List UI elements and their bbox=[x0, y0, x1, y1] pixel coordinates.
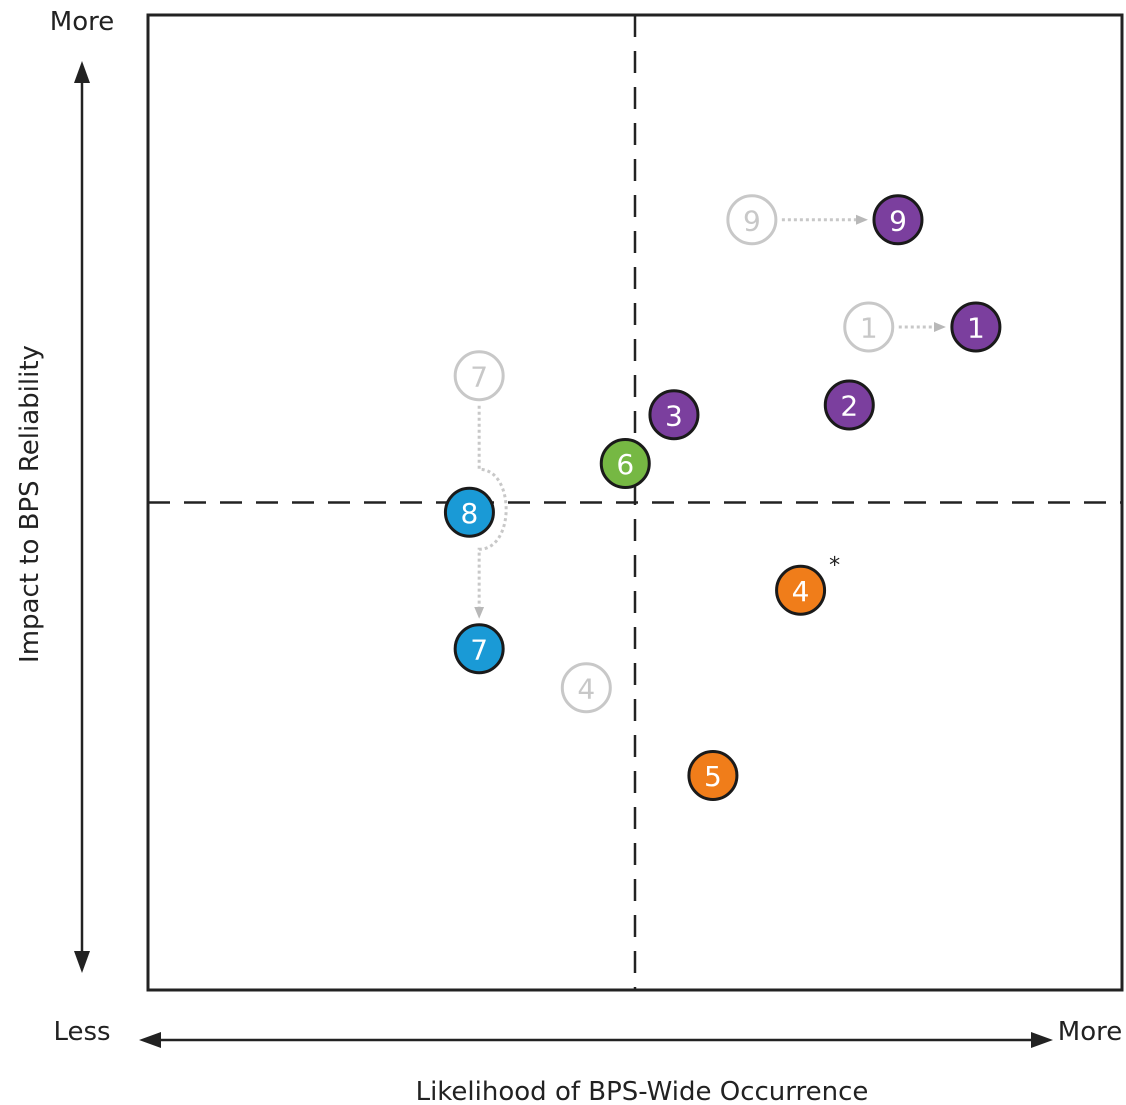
point-marker-1 bbox=[950, 301, 1002, 353]
point-label-6: 6 bbox=[616, 448, 634, 481]
y-axis-high-label: More bbox=[50, 7, 114, 37]
point-7: 7 bbox=[453, 623, 505, 675]
point-1: 1 bbox=[950, 301, 1002, 353]
x-axis-high-label: More bbox=[1058, 1017, 1122, 1047]
point-9-prior: 9 bbox=[726, 194, 778, 246]
point-label-2: 2 bbox=[840, 390, 858, 423]
point-label-8: 8 bbox=[461, 497, 479, 530]
point-label-1: 1 bbox=[967, 312, 985, 345]
point-9: 9 bbox=[872, 194, 924, 246]
point-label-7: 7 bbox=[470, 633, 488, 666]
point-4-prior: 4 bbox=[560, 662, 612, 714]
movement-arrows bbox=[474, 214, 946, 619]
point-5: 5 bbox=[687, 750, 739, 801]
point-2: 2 bbox=[823, 379, 875, 431]
point-label-9: 9 bbox=[889, 204, 907, 237]
point-marker-9 bbox=[872, 194, 924, 246]
x-axis-low-label: Less bbox=[53, 1017, 110, 1047]
point-marker-1-prior bbox=[843, 301, 895, 353]
point-label-9-prior: 9 bbox=[743, 204, 761, 237]
point-7-prior: 7 bbox=[453, 350, 505, 402]
point-marker-8 bbox=[443, 486, 495, 538]
movement-arrow-3 bbox=[474, 405, 508, 619]
point-label-5: 5 bbox=[704, 760, 722, 793]
point-label-7-prior: 7 bbox=[470, 360, 488, 393]
x-axis-title: Likelihood of BPS-Wide Occurrence bbox=[416, 1077, 869, 1105]
point-label-3: 3 bbox=[665, 399, 683, 432]
point-marker-7 bbox=[453, 623, 505, 675]
point-marker-3 bbox=[648, 389, 700, 441]
point-marker-4 bbox=[775, 564, 827, 616]
point-6: 6 bbox=[599, 438, 651, 489]
y-axis-title: Impact to BPS Reliability bbox=[15, 345, 45, 663]
point-marker-5 bbox=[687, 750, 739, 801]
point-label-1-prior: 1 bbox=[860, 312, 878, 345]
point-1-prior: 1 bbox=[843, 301, 895, 353]
point-8: 8 bbox=[443, 486, 495, 538]
point-label-4: 4 bbox=[792, 575, 810, 608]
point-note-4: * bbox=[829, 553, 840, 578]
point-marker-7-prior bbox=[453, 350, 505, 402]
point-marker-2 bbox=[823, 379, 875, 431]
point-label-4-prior: 4 bbox=[577, 672, 595, 705]
point-4: 4* bbox=[775, 553, 840, 616]
point-marker-9-prior bbox=[726, 194, 778, 246]
point-3: 3 bbox=[648, 389, 700, 441]
point-marker-4-prior bbox=[560, 662, 612, 714]
point-marker-6 bbox=[599, 438, 651, 489]
